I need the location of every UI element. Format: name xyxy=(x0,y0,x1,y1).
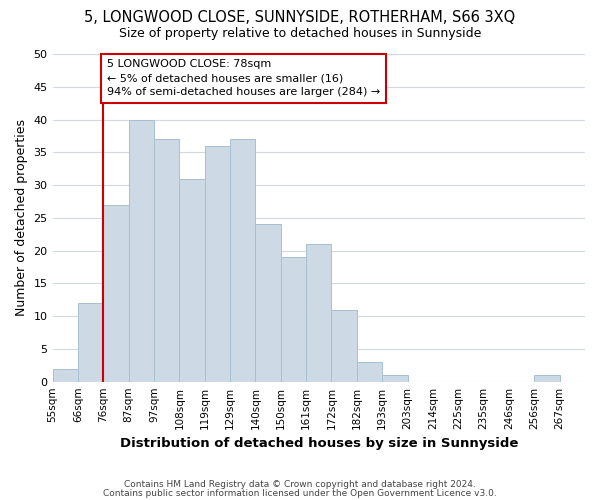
Text: Contains public sector information licensed under the Open Government Licence v3: Contains public sector information licen… xyxy=(103,488,497,498)
Bar xyxy=(306,244,331,382)
Bar xyxy=(256,224,281,382)
Text: 5 LONGWOOD CLOSE: 78sqm
← 5% of detached houses are smaller (16)
94% of semi-det: 5 LONGWOOD CLOSE: 78sqm ← 5% of detached… xyxy=(107,59,380,97)
Bar xyxy=(103,204,128,382)
Text: Contains HM Land Registry data © Crown copyright and database right 2024.: Contains HM Land Registry data © Crown c… xyxy=(124,480,476,489)
Bar xyxy=(331,310,357,382)
X-axis label: Distribution of detached houses by size in Sunnyside: Distribution of detached houses by size … xyxy=(119,437,518,450)
Bar xyxy=(357,362,382,382)
Text: Size of property relative to detached houses in Sunnyside: Size of property relative to detached ho… xyxy=(119,28,481,40)
Bar xyxy=(382,375,407,382)
Bar xyxy=(534,375,560,382)
Bar xyxy=(281,257,306,382)
Bar xyxy=(154,139,179,382)
Bar xyxy=(230,139,256,382)
Bar xyxy=(128,120,154,382)
Bar xyxy=(179,178,205,382)
Bar xyxy=(205,146,230,382)
Y-axis label: Number of detached properties: Number of detached properties xyxy=(15,120,28,316)
Text: 5, LONGWOOD CLOSE, SUNNYSIDE, ROTHERHAM, S66 3XQ: 5, LONGWOOD CLOSE, SUNNYSIDE, ROTHERHAM,… xyxy=(85,10,515,25)
Bar xyxy=(78,303,103,382)
Bar xyxy=(53,368,78,382)
